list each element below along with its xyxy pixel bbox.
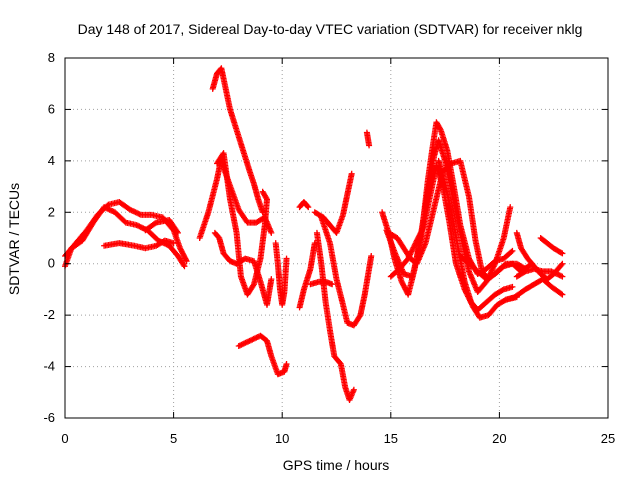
data-point-marker [558, 249, 565, 256]
data-point-marker [329, 281, 336, 288]
data-point-marker [356, 313, 363, 320]
data-point-marker [521, 269, 528, 276]
data-point-marker [558, 261, 565, 268]
series-arc-7 [214, 150, 270, 298]
data-point-marker [181, 263, 188, 270]
data-point-marker [559, 273, 566, 280]
x-tick-label: 15 [384, 431, 398, 446]
series-arc-11 [296, 240, 318, 311]
data-point-marker [305, 204, 312, 211]
y-tick-label: 6 [48, 101, 55, 116]
grid-lines [65, 58, 608, 418]
data-point-marker [174, 228, 181, 235]
data-point-marker [283, 361, 290, 367]
data-point-marker [348, 170, 355, 177]
data-point-marker [559, 291, 566, 298]
series-arc-13 [313, 229, 357, 403]
y-tick-label: -4 [43, 359, 55, 374]
y-tick-label: 0 [48, 256, 55, 271]
series-arc-5 [209, 65, 266, 216]
data-point-marker [283, 255, 290, 262]
data-markers [62, 65, 566, 403]
data-point-marker [509, 247, 516, 254]
data-point-marker [152, 220, 159, 227]
series-arc-1 [62, 204, 188, 270]
series-arc-3 [101, 237, 177, 252]
data-point-marker [182, 256, 189, 263]
series-arc-27 [537, 235, 566, 257]
axis-ticks: 0 5 10 15 20 25 -6 -4 -2 0 2 4 6 8 [43, 50, 615, 446]
data-point-marker [259, 188, 266, 195]
series-arc-4 [142, 217, 181, 236]
x-tick-label: 0 [61, 431, 68, 446]
series-arc-22 [435, 157, 516, 313]
data-point-marker [507, 204, 514, 211]
series-arc-12 [296, 199, 312, 211]
x-tick-label: 25 [601, 431, 615, 446]
x-tick-label: 20 [492, 431, 506, 446]
data-point-marker [174, 229, 181, 236]
chart-title: Day 148 of 2017, Sidereal Day-to-day VTE… [78, 21, 583, 37]
series-arc-23 [457, 253, 535, 283]
data-point-marker [366, 142, 373, 149]
y-axis-label: SDTVAR / TECUs [6, 183, 22, 295]
y-tick-label: -2 [43, 307, 55, 322]
data-point-marker [558, 290, 565, 297]
data-point-marker [250, 282, 257, 289]
series-arc-16 [318, 214, 375, 329]
data-point-marker [508, 248, 515, 255]
data-point-marker [183, 258, 190, 265]
x-tick-label: 5 [170, 431, 177, 446]
plot-frame [64, 57, 609, 419]
data-point-marker [180, 262, 187, 268]
data-point-marker [368, 253, 375, 259]
data-point-marker [304, 203, 311, 210]
data-point-marker [437, 125, 444, 132]
data-point-marker [509, 283, 516, 290]
data-point-marker [559, 250, 566, 257]
data-point-marker [559, 260, 566, 267]
data-point-marker [260, 190, 267, 196]
x-tick-label: 10 [275, 431, 289, 446]
data-point-marker [259, 209, 266, 216]
y-tick-label: 2 [48, 204, 55, 219]
data-point-marker [350, 386, 357, 393]
data-point-marker [170, 240, 177, 247]
y-tick-label: 4 [48, 153, 55, 168]
series-arc-2 [62, 199, 190, 265]
series-arc-14 [307, 278, 336, 288]
series-arc-9 [235, 332, 290, 378]
data-point-marker [499, 287, 506, 294]
series-arc-24 [502, 276, 566, 303]
series-arc-15 [311, 170, 355, 236]
series-arc-26 [513, 229, 566, 283]
data-point-marker [268, 229, 275, 236]
series-arc-17 [363, 129, 373, 149]
data-point-marker [419, 226, 426, 232]
x-axis-label: GPS time / hours [283, 457, 390, 473]
y-tick-label: -6 [43, 410, 55, 425]
data-point-marker [268, 276, 275, 283]
series-arc-8 [211, 229, 275, 308]
y-tick-label: 8 [48, 50, 55, 65]
data-point-marker [501, 297, 508, 304]
series-arc-10 [272, 240, 290, 308]
